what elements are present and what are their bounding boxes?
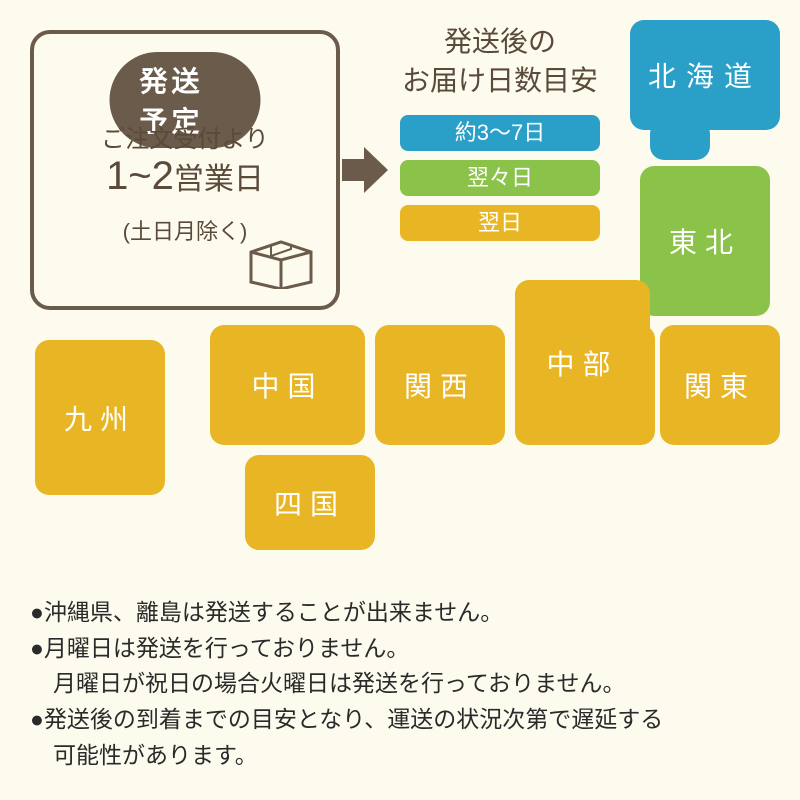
shipping-days-unit: 営業日 <box>174 163 264 196</box>
legend-3-7-days: 約3～7日 <box>400 115 600 151</box>
shipping-notes: ●沖縄県、離島は発送することが出来ません。 ●月曜日は発送を行っておりません。 … <box>30 595 780 773</box>
legend-2-days: 翌々日 <box>400 160 600 196</box>
shipping-days: 1~2営業日 <box>34 154 336 199</box>
package-icon <box>246 234 316 294</box>
region-kansai: 関西 <box>375 325 505 445</box>
region-kanto: 関東 <box>660 325 780 445</box>
region-tohoku: 東北 <box>640 166 770 316</box>
shipping-days-number: 1~2 <box>106 154 174 198</box>
region-chugoku: 中国 <box>210 325 365 445</box>
note-line-1: ●沖縄県、離島は発送することが出来ません。 <box>30 595 780 631</box>
arrow-icon <box>340 145 390 200</box>
region-chubu: 中部 <box>515 280 650 445</box>
region-kyushu: 九州 <box>35 340 165 495</box>
header-line2: お届け日数目安 <box>402 65 598 96</box>
note-line-3: 月曜日が祝日の場合火曜日は発送を行っておりません。 <box>30 666 780 702</box>
note-line-5: 可能性があります。 <box>30 738 780 774</box>
header-line1: 発送後の <box>444 26 556 57</box>
shipping-subtitle: ご注文受付より <box>34 119 336 154</box>
legend-next-day: 翌日 <box>400 205 600 241</box>
shipping-schedule-box: 発送予定 ご注文受付より 1~2営業日 (土日月除く) <box>30 30 340 310</box>
note-line-2: ●月曜日は発送を行っておりません。 <box>30 631 780 667</box>
region-hokkaido-tab <box>650 120 710 160</box>
region-hokkaido: 北海道 <box>630 20 780 130</box>
note-line-4: ●発送後の到着までの目安となり、運送の状況次第で遅延する <box>30 702 780 738</box>
region-shikoku: 四国 <box>245 455 375 550</box>
delivery-header: 発送後の お届け日数目安 <box>370 22 630 100</box>
